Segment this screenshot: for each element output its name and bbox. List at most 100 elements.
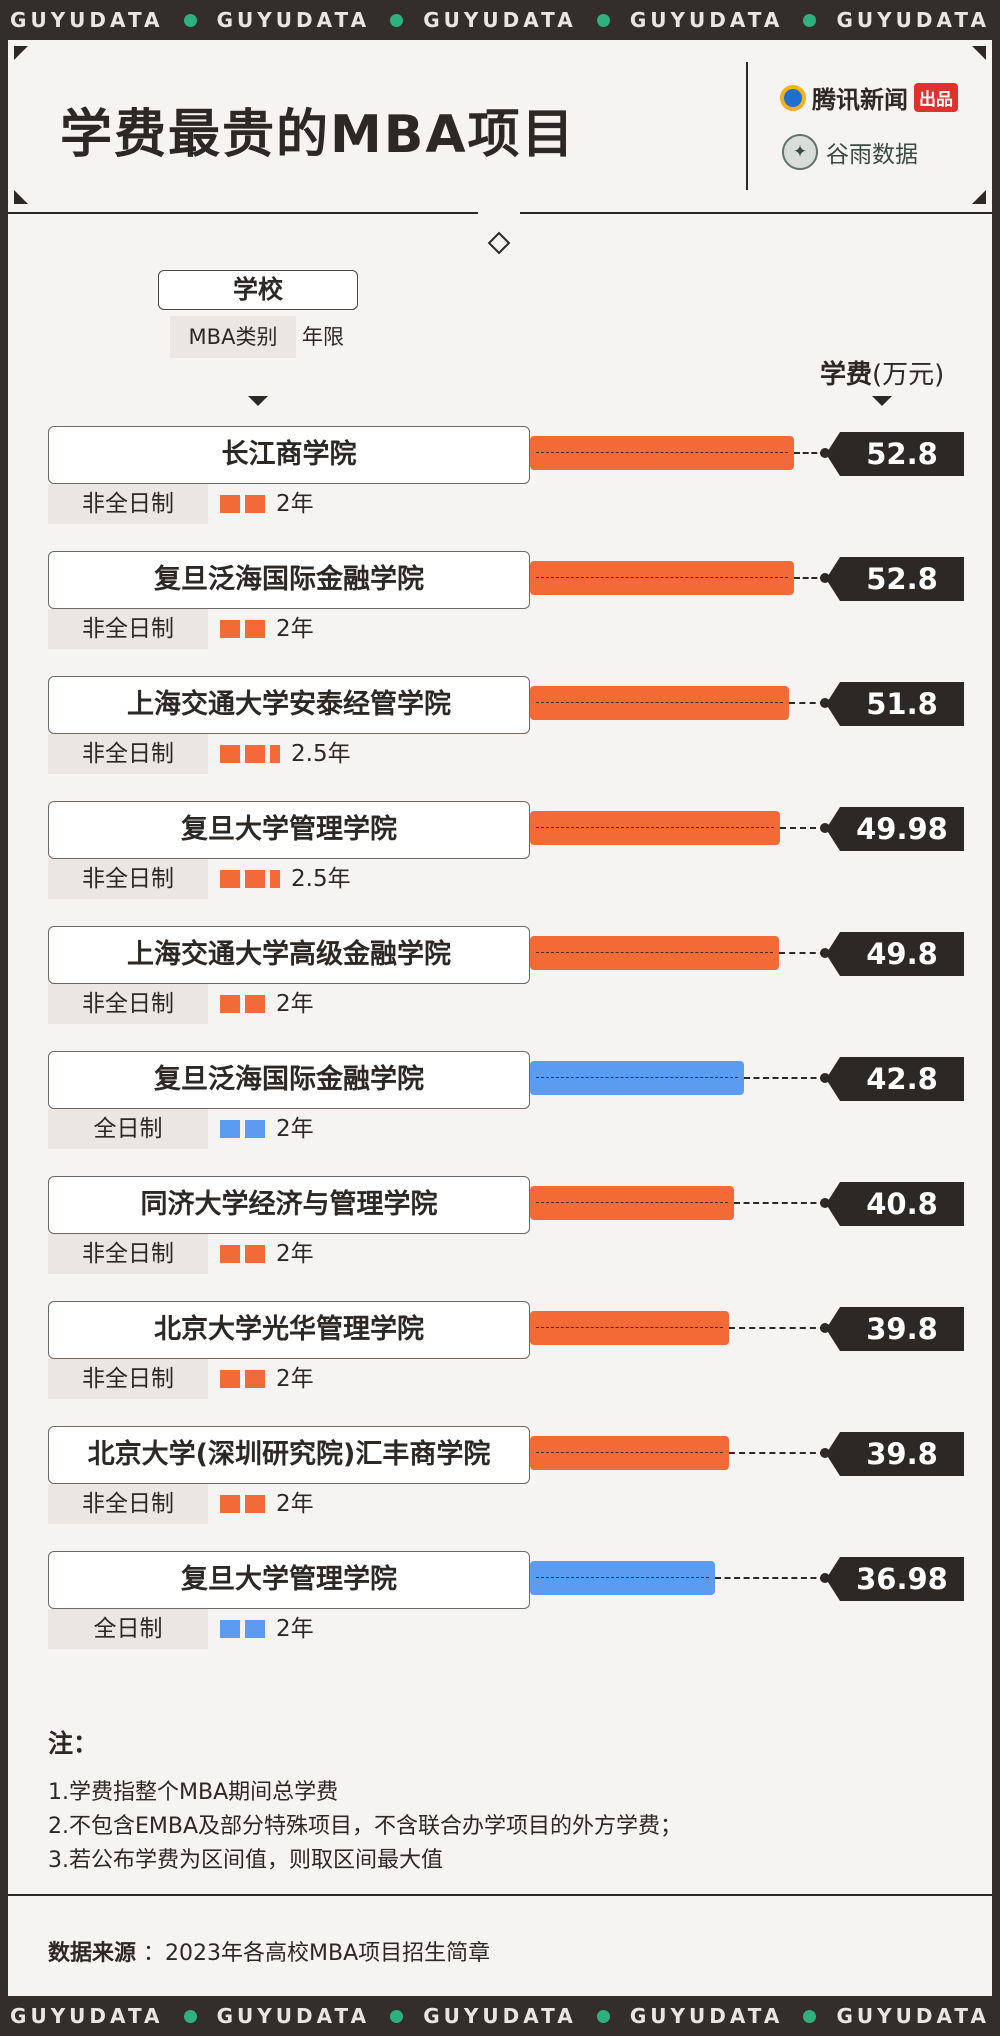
fee-bar: [530, 936, 779, 970]
fee-value-label: 49.8: [826, 932, 964, 976]
years-blocks: [220, 495, 265, 513]
mba-category: 非全日制: [48, 1234, 208, 1274]
bar-connector: [744, 1073, 830, 1083]
fee-bar: [530, 1311, 729, 1345]
year-block: [245, 745, 265, 763]
bar-connector: [734, 1198, 830, 1208]
ticker-word: GUYUDATA: [423, 8, 577, 32]
school-name: 复旦大学管理学院: [48, 801, 530, 859]
dot-icon: [596, 13, 610, 27]
ticker-word: GUYUDATA: [216, 8, 371, 32]
legend-fee-unit: (万元): [872, 360, 945, 390]
note-line: 2.不包含EMBA及部分特殊项目，不含联合办学项目的外方学费；: [48, 1814, 683, 1839]
fee-bar: [530, 811, 780, 845]
fee-bar: [530, 686, 789, 720]
years-label: 2年: [276, 1116, 314, 1142]
fee-value-label: 52.8: [826, 557, 964, 601]
legend-school: 学校: [158, 270, 358, 310]
fee-value-label: 36.98: [826, 1557, 964, 1601]
tencent-bell-icon: [780, 84, 806, 111]
legend-category: MBA类别: [170, 316, 296, 358]
school-name: 复旦大学管理学院: [48, 1551, 530, 1609]
year-block: [220, 1495, 240, 1513]
legend-years: 年限: [302, 325, 344, 349]
years-label: 2年: [276, 1491, 314, 1517]
header: 学费最贵的MBA项目 腾讯新闻 出品 ✦ 谷雨数据: [8, 40, 992, 210]
fee-bar: [530, 561, 794, 595]
chart-row: 上海交通大学高级金融学院 非全日制 2年 49.8: [8, 920, 992, 1024]
mba-category: 非全日制: [48, 1359, 208, 1399]
bar-chart: 长江商学院 非全日制 2年 52.8 复旦泛海国际金融学院 非全日制 2年 52.8 上海交通大…: [8, 420, 992, 1700]
dot-icon: [183, 13, 197, 27]
years-blocks: [220, 870, 280, 888]
year-block: [220, 1245, 240, 1263]
chart-row: 复旦泛海国际金融学院 全日制 2年 42.8: [8, 1045, 992, 1149]
mba-category: 非全日制: [48, 859, 208, 899]
year-block: [245, 620, 265, 638]
mba-category: 全日制: [48, 1609, 208, 1649]
years-blocks: [220, 1495, 265, 1513]
mba-category: 非全日制: [48, 984, 208, 1024]
school-name: 北京大学(深圳研究院)汇丰商学院: [48, 1426, 530, 1484]
chart-row: 复旦大学管理学院 非全日制 2.5年 49.98: [8, 795, 992, 899]
ticker-word: GUYUDATA: [836, 8, 990, 32]
chart-row: 长江商学院 非全日制 2年 52.8: [8, 420, 992, 524]
years-label: 2年: [276, 1366, 314, 1392]
bar-connector: [779, 948, 830, 958]
ticker-word: GUYUDATA: [629, 2004, 784, 2028]
half-year-block: [270, 745, 280, 763]
chart-row: 北京大学光华管理学院 非全日制 2年 39.8: [8, 1295, 992, 1399]
year-block: [220, 1620, 240, 1638]
year-block: [220, 995, 240, 1013]
dot-icon: [596, 2009, 610, 2023]
corner-mark: [14, 190, 28, 204]
corner-mark: [972, 46, 986, 60]
years-label: 2.5年: [291, 741, 351, 767]
bar-connector: [729, 1323, 830, 1333]
tencent-logo-badge: 出品: [914, 83, 958, 112]
school-name: 长江商学院: [48, 426, 530, 484]
corner-mark: [972, 190, 986, 204]
school-name: 上海交通大学高级金融学院: [48, 926, 530, 984]
guyu-bird-icon: ✦: [782, 134, 818, 170]
source-text: ：2023年各高校MBA项目招生简章: [143, 1941, 491, 1966]
dot-icon: [390, 13, 404, 27]
years-label: 2.5年: [291, 866, 351, 892]
years-label: 2年: [276, 1616, 314, 1642]
mba-category: 全日制: [48, 1109, 208, 1149]
year-block: [245, 995, 265, 1013]
years-label: 2年: [276, 616, 314, 642]
notes: 注： 1.学费指整个MBA期间总学费 2.不包含EMBA及部分特殊项目，不含联合…: [48, 1724, 948, 1878]
years-blocks: [220, 1370, 265, 1388]
year-block: [220, 620, 240, 638]
fee-bar: [530, 1061, 744, 1095]
years-label: 2年: [276, 1241, 314, 1267]
years-blocks: [220, 1620, 265, 1638]
years-blocks: [220, 745, 280, 763]
years-blocks: [220, 1245, 265, 1263]
year-block: [245, 495, 265, 513]
year-block: [245, 1245, 265, 1263]
year-block: [220, 1370, 240, 1388]
ticker-word: GUYUDATA: [216, 2004, 371, 2028]
fee-value-label: 42.8: [826, 1057, 964, 1101]
school-name: 北京大学光华管理学院: [48, 1301, 530, 1359]
arrow-down-icon: [872, 396, 892, 406]
fee-value-label: 49.98: [826, 807, 964, 851]
years-label: 2年: [276, 991, 314, 1017]
source-divider: [8, 1894, 992, 1896]
school-name: 复旦泛海国际金融学院: [48, 1051, 530, 1109]
fee-bar: [530, 1561, 715, 1595]
guyu-logo-text: 谷雨数据: [826, 142, 918, 168]
dot-icon: [183, 2009, 197, 2023]
year-block: [220, 745, 240, 763]
chart-row: 北京大学(深圳研究院)汇丰商学院 非全日制 2年 39.8: [8, 1420, 992, 1524]
dot-icon: [803, 13, 817, 27]
ticker-word: GUYUDATA: [423, 2004, 577, 2028]
page-title: 学费最贵的MBA项目: [60, 105, 576, 165]
year-block: [220, 870, 240, 888]
school-name: 上海交通大学安泰经管学院: [48, 676, 530, 734]
bar-connector: [789, 698, 830, 708]
bar-connector: [715, 1573, 830, 1583]
fee-value-label: 51.8: [826, 682, 964, 726]
